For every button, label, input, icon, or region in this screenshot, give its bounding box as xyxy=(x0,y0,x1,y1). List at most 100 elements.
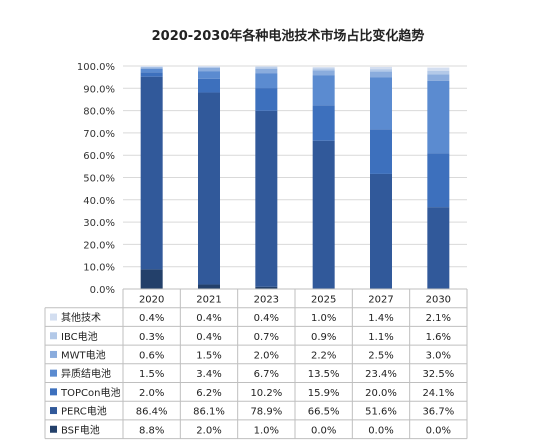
bar-segment xyxy=(198,71,220,79)
bar-segment xyxy=(255,67,278,69)
bar-segment xyxy=(427,80,450,154)
legend-key xyxy=(50,388,57,396)
bar-segment xyxy=(370,69,392,72)
legend-label: TOPCon电池 xyxy=(60,386,120,399)
bar-segment xyxy=(427,207,450,289)
y-tick-label: 90.0% xyxy=(83,84,115,95)
y-tick-label: 0.0% xyxy=(90,285,115,296)
bar-segment xyxy=(370,129,392,174)
y-tick-label: 80.0% xyxy=(83,107,115,118)
bar-segment xyxy=(427,153,450,208)
bar-segment xyxy=(427,74,450,81)
table-cell: 3.4% xyxy=(196,369,221,380)
bar-segment xyxy=(312,70,335,76)
legend-label: 其他技术 xyxy=(61,311,101,324)
table-cell: 86.1% xyxy=(193,407,225,418)
bar-segment xyxy=(370,173,392,289)
table-cell: 1.5% xyxy=(139,369,164,380)
table-cell: 2.5% xyxy=(368,350,393,361)
bar-segment xyxy=(255,88,278,111)
legend-key xyxy=(50,407,57,415)
bar-segment xyxy=(198,66,220,68)
bar-segment xyxy=(255,73,278,89)
table-cell: 2.1% xyxy=(426,313,451,324)
table-cell: 8.8% xyxy=(139,425,164,436)
bar-segment xyxy=(198,67,220,72)
y-tick-label: 100.0% xyxy=(77,62,115,73)
bar-segment xyxy=(140,72,163,77)
y-tick-label: 40.0% xyxy=(83,196,115,207)
table-cell: 32.5% xyxy=(422,369,454,380)
bar-segment xyxy=(370,77,392,130)
table-cell: 0.4% xyxy=(254,313,279,324)
legend-key xyxy=(50,332,57,340)
bar-segment xyxy=(427,67,450,71)
table-cell: 0.7% xyxy=(254,332,279,343)
table-cell: 51.6% xyxy=(365,407,397,418)
y-tick-label: 70.0% xyxy=(83,129,115,140)
legend-key xyxy=(50,350,57,358)
bar-segment xyxy=(255,110,278,287)
table-cell: 0.9% xyxy=(311,332,336,343)
bar-segment xyxy=(312,75,335,106)
table-cell: 6.2% xyxy=(196,388,221,399)
bar-segment xyxy=(140,68,163,73)
table-cell: 1.6% xyxy=(426,332,451,343)
table-cell: 2.0% xyxy=(254,350,279,361)
chart-title: 2020-2030年各种电池技术市场占比变化趋势 xyxy=(152,28,425,44)
bar-segment xyxy=(198,66,220,67)
x-tick-label: 2030 xyxy=(426,295,451,306)
table-cell: 6.7% xyxy=(254,369,279,380)
table-cell: 1.0% xyxy=(311,313,336,324)
bar-segment xyxy=(255,66,278,68)
y-tick-label: 50.0% xyxy=(83,174,115,185)
table-cell: 1.0% xyxy=(254,425,279,436)
bar-segment xyxy=(198,92,220,285)
table-cell: 20.0% xyxy=(365,388,397,399)
table-cell: 0.0% xyxy=(311,425,336,436)
table-cell: 0.0% xyxy=(426,425,451,436)
table-cell: 1.4% xyxy=(368,313,393,324)
y-tick-label: 10.0% xyxy=(83,263,115,274)
bar-segment xyxy=(427,70,450,75)
x-tick-label: 2025 xyxy=(311,295,336,306)
table-cell: 15.9% xyxy=(308,388,340,399)
legend-label: MWT电池 xyxy=(61,348,106,361)
table-cell: 1.5% xyxy=(196,350,221,361)
bar-segment xyxy=(370,71,392,78)
table-cell: 10.2% xyxy=(250,388,282,399)
table-cell: 36.7% xyxy=(422,407,454,418)
legend-key xyxy=(50,369,57,377)
table-cell: 1.1% xyxy=(368,332,393,343)
y-tick-label: 20.0% xyxy=(83,240,115,251)
table-cell: 78.9% xyxy=(250,407,282,418)
table-cell: 0.4% xyxy=(196,332,221,343)
bar-segment xyxy=(140,76,163,270)
legend-label: IBC电池 xyxy=(61,330,98,343)
legend-key xyxy=(50,425,57,433)
bar-segment xyxy=(255,68,278,74)
table-cell: 0.0% xyxy=(368,425,393,436)
table-cell: 0.6% xyxy=(139,350,164,361)
table-cell: 23.4% xyxy=(365,369,397,380)
table-cell: 13.5% xyxy=(308,369,340,380)
bar-segment xyxy=(312,67,335,69)
legend-label: 异质结电池 xyxy=(61,367,111,380)
y-tick-label: 60.0% xyxy=(83,151,115,162)
bar-segment xyxy=(198,284,220,289)
legend-label: BSF电池 xyxy=(61,423,100,436)
x-tick-label: 2020 xyxy=(139,295,164,306)
bar-segment xyxy=(370,66,392,70)
bar-segment xyxy=(255,286,278,289)
table-cell: 66.5% xyxy=(308,407,340,418)
bar-segment xyxy=(140,269,163,289)
bar-segment xyxy=(140,66,163,67)
bar-segment xyxy=(140,66,163,68)
bar-segment xyxy=(312,140,335,289)
table-cell: 2.0% xyxy=(139,388,164,399)
table-cell: 0.4% xyxy=(139,313,164,324)
bar-segment xyxy=(198,78,220,93)
bar-segment xyxy=(312,105,335,141)
bar-segment xyxy=(312,68,335,71)
